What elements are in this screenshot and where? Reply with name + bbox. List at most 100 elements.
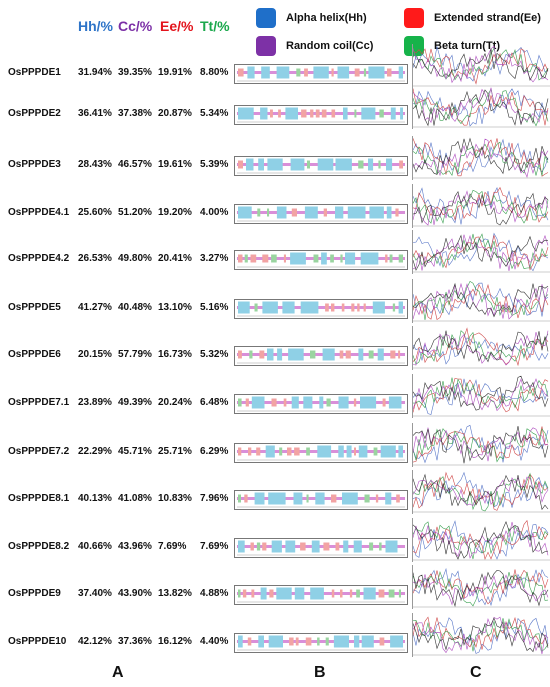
- value-ee: 20.87%: [158, 108, 192, 119]
- profile-trace: [413, 138, 549, 177]
- protein-name: OsPPPDE8.2: [8, 541, 70, 552]
- structure-segment: [388, 396, 402, 409]
- structure-segment: [347, 206, 366, 219]
- value-ee: 13.82%: [158, 588, 192, 599]
- secondary-structure-track: [234, 585, 408, 605]
- structure-segment: [335, 542, 340, 551]
- profile-trace: [413, 48, 549, 81]
- protein-row: OsPPPDE8.1 40.13% 41.08% 10.83% 7.96%: [0, 470, 550, 514]
- value-hh: 36.41%: [78, 108, 112, 119]
- structure-segment: [398, 589, 401, 598]
- structure-segment: [238, 68, 244, 77]
- structure-segment: [313, 254, 319, 263]
- profile-trace: [413, 473, 549, 511]
- profile-trace: [413, 519, 549, 560]
- profile-trace: [413, 280, 549, 321]
- secondary-structure-track: [234, 490, 408, 510]
- protein-row: OsPPPDE8.2 40.66% 43.96% 7.69% 7.69%: [0, 518, 550, 562]
- structure-segment: [293, 492, 303, 505]
- structure-segment: [379, 109, 384, 118]
- structure-segment: [358, 348, 364, 361]
- structure-segment: [398, 66, 403, 79]
- value-tt: 7.96%: [200, 493, 229, 504]
- structure-segment: [338, 445, 344, 458]
- structure-segment: [353, 398, 357, 407]
- structure-segment: [247, 637, 252, 646]
- value-cc: 40.48%: [118, 302, 152, 313]
- coil-line: [237, 211, 405, 214]
- profile-plot: [412, 374, 550, 418]
- structure-segment: [267, 348, 274, 361]
- header-ee: Ee/%: [160, 18, 194, 34]
- structure-segment: [351, 303, 355, 312]
- structure-segment: [310, 350, 316, 359]
- structure-segment: [343, 107, 348, 120]
- profile-trace: [413, 618, 549, 652]
- structure-segment: [311, 540, 320, 553]
- profile-trace: [413, 521, 549, 559]
- structure-segment: [378, 589, 385, 598]
- profile-plot: [412, 326, 550, 370]
- protein-row: OsPPPDE5 41.27% 40.48% 13.10% 5.16%: [0, 279, 550, 323]
- structure-segment: [340, 589, 343, 598]
- value-tt: 6.48%: [200, 397, 229, 408]
- value-cc: 49.39%: [118, 397, 152, 408]
- value-hh: 37.40%: [78, 588, 112, 599]
- structure-segment: [356, 589, 360, 598]
- profile-trace: [413, 570, 549, 607]
- value-tt: 4.00%: [200, 207, 229, 218]
- structure-segment: [278, 109, 281, 118]
- structure-segment: [304, 206, 318, 219]
- structure-segment: [342, 492, 358, 505]
- structure-segment: [254, 303, 258, 312]
- protein-name: OsPPPDE4.1: [8, 207, 70, 218]
- structure-segment: [238, 160, 243, 169]
- value-ee: 20.41%: [158, 253, 192, 264]
- structure-segment: [387, 68, 392, 77]
- structure-segment: [267, 208, 270, 217]
- structure-segment: [331, 109, 336, 118]
- structure-segment: [317, 445, 332, 458]
- profile-trace: [413, 375, 549, 411]
- profile-trace: [413, 190, 549, 226]
- structure-segment: [283, 254, 286, 263]
- structure-segment: [244, 254, 248, 263]
- profile-trace: [413, 89, 549, 127]
- value-cc: 43.96%: [118, 541, 152, 552]
- legend-extended-strand: Extended strand(Ee): [404, 8, 541, 28]
- structure-segment: [339, 350, 344, 359]
- structure-segment: [276, 587, 292, 600]
- value-ee: 10.83%: [158, 493, 192, 504]
- value-tt: 6.29%: [200, 446, 229, 457]
- value-hh: 23.89%: [78, 397, 112, 408]
- value-hh: 26.53%: [78, 253, 112, 264]
- value-hh: 41.27%: [78, 302, 112, 313]
- structure-segment: [257, 208, 261, 217]
- structure-segment: [369, 542, 374, 551]
- structure-segment: [346, 445, 352, 458]
- structure-segment: [319, 396, 324, 409]
- structure-segment: [321, 109, 327, 118]
- structure-segment: [300, 542, 306, 551]
- value-tt: 5.34%: [200, 108, 229, 119]
- structure-segment: [389, 254, 393, 263]
- profile-plot: [412, 423, 550, 467]
- protein-row: OsPPPDE4.2 26.53% 49.80% 20.41% 3.27%: [0, 230, 550, 274]
- protein-name: OsPPPDE7.1: [8, 397, 70, 408]
- structure-segment: [277, 348, 283, 361]
- structure-segment: [335, 158, 352, 171]
- profile-trace: [413, 48, 549, 85]
- value-hh: 22.29%: [78, 446, 112, 457]
- structure-segment: [331, 494, 337, 503]
- value-tt: 5.32%: [200, 349, 229, 360]
- structure-segment: [373, 447, 378, 456]
- protein-name: OsPPPDE9: [8, 588, 61, 599]
- profile-plot: [412, 85, 550, 129]
- panel-label-c: C: [470, 664, 482, 681]
- structure-segment: [315, 109, 320, 118]
- structure-segment: [259, 350, 265, 359]
- profile-trace: [413, 46, 549, 82]
- coil-line: [237, 112, 405, 115]
- protein-row: OsPPPDE7.1 23.89% 49.39% 20.24% 6.48%: [0, 374, 550, 418]
- structure-segment: [256, 447, 261, 456]
